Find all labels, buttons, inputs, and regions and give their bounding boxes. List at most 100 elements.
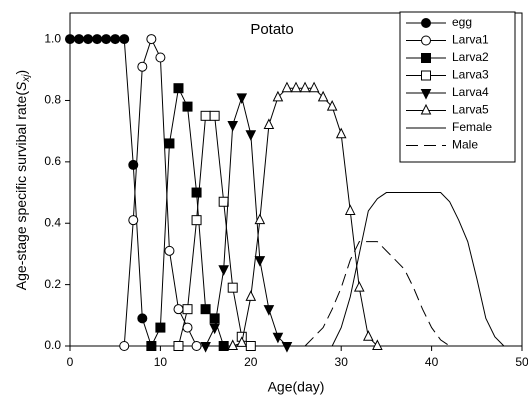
y-tick-label: 0.2 <box>44 277 61 291</box>
legend-marker <box>421 18 431 28</box>
data-point <box>119 341 130 351</box>
data-point <box>119 34 130 45</box>
data-point <box>227 121 239 132</box>
data-point <box>353 281 365 292</box>
data-point <box>191 341 202 351</box>
data-point <box>182 322 193 333</box>
x-tick-label: 50 <box>515 355 528 369</box>
legend-label: Larva4 <box>452 85 489 99</box>
x-tick-label: 30 <box>335 355 349 369</box>
plot-frame <box>69 12 523 347</box>
data-point <box>128 159 139 170</box>
data-point <box>263 118 275 130</box>
data-point <box>200 342 211 353</box>
data-point <box>281 342 293 353</box>
data-point <box>317 90 329 102</box>
data-point <box>146 34 157 45</box>
legend-marker <box>420 89 432 100</box>
data-point <box>254 256 266 267</box>
y-tick-label: 0.0 <box>44 338 61 352</box>
data-point <box>245 290 257 301</box>
data-point <box>236 93 248 105</box>
legend-marker <box>421 53 431 63</box>
data-point <box>101 34 112 45</box>
data-point <box>110 34 121 45</box>
data-point <box>281 81 293 93</box>
data-point <box>137 313 148 324</box>
x-tick-label: 40 <box>425 355 439 369</box>
data-point <box>191 187 202 198</box>
x-tick-label: 10 <box>154 355 168 369</box>
legend-label: Male <box>452 138 478 152</box>
data-point <box>164 245 175 256</box>
x-axis-label: Age(day) <box>268 379 325 395</box>
data-point <box>155 322 166 333</box>
series-line <box>304 241 450 347</box>
data-point <box>254 213 266 225</box>
data-point <box>164 138 175 149</box>
data-point <box>372 339 383 350</box>
x-tick-label: 0 <box>67 355 74 369</box>
legend-marker <box>421 70 431 81</box>
data-point <box>335 127 347 139</box>
y-tick-label: 1.0 <box>44 31 61 45</box>
series-line <box>232 87 378 347</box>
data-point <box>209 313 220 324</box>
x-tick-label: 20 <box>244 355 258 369</box>
data-point <box>137 61 148 72</box>
data-point <box>236 336 248 347</box>
data-point <box>146 341 157 351</box>
legend-label: Larva5 <box>452 103 489 117</box>
y-label-symbol: S <box>13 81 29 91</box>
series-line <box>70 38 152 347</box>
y-tick-label: 0.8 <box>44 93 61 107</box>
legend-label: Larva3 <box>452 68 489 82</box>
data-point <box>92 34 103 45</box>
data-point <box>245 130 257 141</box>
data-point <box>263 305 275 316</box>
y-tick-label: 0.4 <box>44 215 61 229</box>
series-line <box>205 95 288 347</box>
chart-title: Potato <box>250 21 293 38</box>
data-point <box>83 34 94 45</box>
series-line <box>123 37 198 347</box>
data-point <box>218 341 229 351</box>
data-point <box>272 332 284 344</box>
data-point <box>173 83 184 94</box>
data-point <box>209 323 220 335</box>
data-point <box>173 341 184 351</box>
data-point <box>227 282 238 293</box>
data-point <box>182 101 193 112</box>
legend-label: Larva1 <box>452 33 489 47</box>
data-point <box>200 110 211 121</box>
data-point <box>308 81 320 93</box>
data-point <box>299 81 311 93</box>
y-label-close: ) <box>13 70 29 75</box>
y-tick-label: 0.6 <box>44 154 61 168</box>
data-point <box>155 52 166 63</box>
data-point <box>65 34 75 45</box>
data-point <box>182 304 193 315</box>
data-point <box>245 341 256 351</box>
data-point <box>74 34 85 45</box>
data-point <box>326 99 338 111</box>
legend-marker <box>421 35 431 46</box>
legend-label: Larva2 <box>452 50 489 64</box>
legend-label: egg <box>452 15 472 29</box>
data-point <box>128 215 139 226</box>
data-point <box>200 304 211 315</box>
legend-box <box>399 11 516 163</box>
data-point <box>173 304 184 315</box>
data-point <box>363 330 374 341</box>
data-point <box>218 196 229 207</box>
data-point <box>272 90 284 102</box>
legend-label: Female <box>452 120 492 134</box>
data-point <box>290 81 302 93</box>
series-line <box>331 192 505 347</box>
legend-marker <box>420 103 432 115</box>
y-label-text: Age-stage specific survibal rate( <box>13 91 29 291</box>
data-point <box>227 339 239 350</box>
data-point <box>218 265 229 276</box>
